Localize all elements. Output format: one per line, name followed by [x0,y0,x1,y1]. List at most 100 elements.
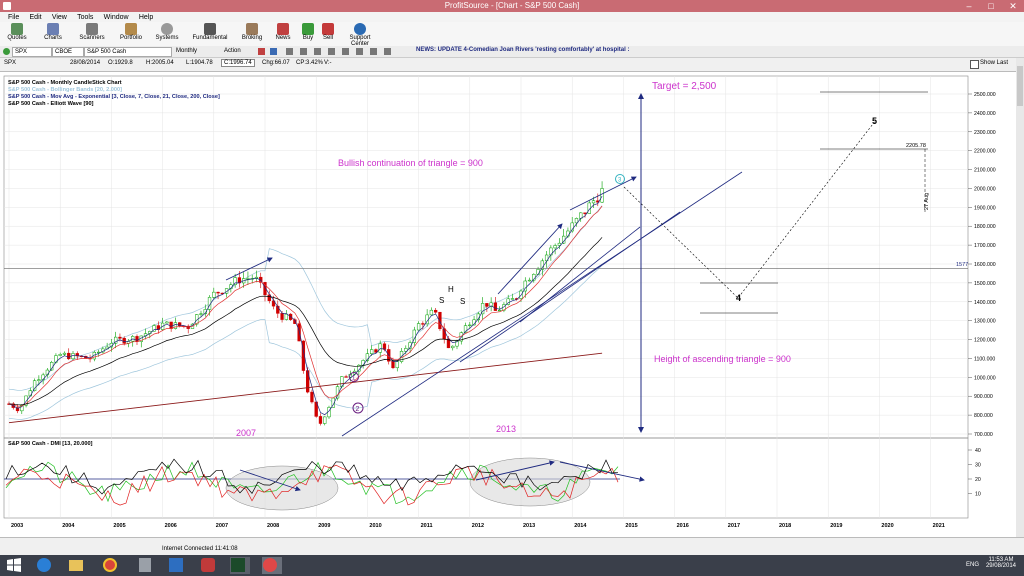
scanners-button[interactable]: Scanners [78,23,106,41]
quote-high: H:2005.04 [146,60,174,66]
price-chart[interactable]: 2500.000 2400.000 2300.000 2200.000 2100.000… [0,72,1016,536]
chrome-icon[interactable] [102,557,122,574]
scrollbar-thumb[interactable] [1017,66,1023,106]
settings-icon[interactable] [356,48,363,55]
file-explorer-icon[interactable] [68,557,88,574]
candle-body [455,340,459,347]
action-menu[interactable]: Action [224,48,241,54]
candle-body [135,336,139,342]
candle-body [199,313,203,315]
arrow-right-icon[interactable] [270,48,277,55]
menu-window[interactable]: Window [103,14,129,21]
price-axis-label: 1600.000 [974,262,996,268]
fundamental-button[interactable]: Fundamental [192,23,228,41]
wave-3-marker [615,174,625,184]
price-axis-label: 2400.000 [974,111,996,117]
menu-bar: File Edit View Tools Window Help [0,12,1024,22]
sell-button[interactable]: Sell [320,23,336,41]
price-axis-label: 2000.000 [974,186,996,192]
dmi-axis-label: 30 [975,463,981,469]
start-button[interactable] [6,557,26,574]
calculator-icon[interactable] [136,557,156,574]
menu-file[interactable]: File [8,14,20,21]
maximize-button[interactable]: □ [988,1,994,11]
arrow-left-icon[interactable] [258,48,265,55]
show-last-checkbox[interactable] [970,60,979,69]
candle-body [378,343,382,353]
menu-edit[interactable]: Edit [29,14,42,21]
quote-low: L:1904.78 [186,60,213,66]
menu-view[interactable]: View [51,14,67,21]
dmi-highlight-2007 [225,465,339,511]
candle-body [173,322,178,329]
app-icon-1[interactable] [168,557,188,574]
zoom-icon[interactable] [286,48,293,55]
year-axis-label: 2021 [933,523,945,529]
draw-icon[interactable] [300,48,307,55]
symbol-bar: SPX CBOE S&P 500 Cash Monthly Action NEW… [0,46,1024,58]
candle-body [421,323,425,325]
price-axis-label: 1300.000 [974,319,996,325]
year-2007-label: 2007 [236,428,256,438]
charts-icon [47,23,59,35]
year-axis-label: 2007 [216,523,228,529]
layout-icon[interactable] [384,48,391,55]
menu-help[interactable]: Help [138,14,154,21]
exchange-select[interactable]: CBOE [52,47,84,57]
head-label: H [448,285,454,294]
candle-body [583,212,587,214]
symbol-input[interactable]: SPX [12,47,52,57]
camera-icon[interactable] [370,48,377,55]
quote-close: C:1996.74 [221,59,255,67]
refresh-icon[interactable] [3,48,10,55]
language-indicator[interactable]: ENG [966,562,980,568]
quote-open: O:1929.8 [108,60,133,66]
portfolio-button[interactable]: Portfolio [118,23,144,41]
candle-body [510,298,515,300]
profitsource-taskbar-icon[interactable] [262,557,282,574]
window-title: ProfitSource - [Chart - S&P 500 Cash] [444,1,580,10]
buy-button[interactable]: Buy [300,23,316,41]
support-trendline-2 [459,211,681,363]
close-button[interactable]: ✕ [1009,1,1017,11]
candle-body [374,349,378,353]
wave-1-marker [349,372,359,382]
security-name-field[interactable]: S&P 500 Cash [84,47,172,57]
price-axis-label: 2500.000 [974,92,996,98]
year-axis-label: 2011 [421,523,433,529]
vertical-scrollbar[interactable] [1016,58,1024,538]
dmi-axis-label: 40 [975,448,981,454]
app-icon-2[interactable] [200,557,220,574]
candle-body [416,323,421,331]
candle-body [570,222,574,232]
candle-body [591,200,596,204]
fib-tool-icon[interactable] [328,48,335,55]
news-ticker[interactable]: NEWS: UPDATE 4-Comedian Joan Rivers 'res… [416,47,630,53]
support-center-button[interactable]: Support Center [340,23,380,47]
ie-icon[interactable] [36,557,56,574]
candle-body [391,360,395,369]
date-27-aug-label: 27 Aug [924,193,930,210]
news-button[interactable]: News [274,23,292,41]
charts-button[interactable]: Charts [42,23,64,41]
price-axis-label: 900.000 [974,394,993,400]
menu-tools[interactable]: Tools [77,14,94,21]
period-select[interactable]: Monthly [176,48,198,54]
chart-area[interactable]: 2500.000 2400.000 2300.000 2200.000 2100.000… [0,72,1016,536]
print-icon[interactable] [342,48,349,55]
minimize-button[interactable]: – [966,1,972,11]
dmi-arrow-2013 [475,460,555,481]
right-shoulder-label: S [460,297,465,306]
ema-200-line [8,352,603,424]
bollinger-upper [8,205,603,391]
app-icon-3[interactable] [230,557,250,574]
quotes-button[interactable]: Quotes [6,23,28,41]
systems-button[interactable]: Systems [154,23,180,41]
broking-button[interactable]: Broking [240,23,264,41]
system-clock[interactable]: 11:53 AM 29/08/2014 [986,557,1016,569]
year-axis-label: 2006 [165,523,177,529]
candle-body [20,404,24,412]
candle-body [203,309,207,315]
dmi-panel-frame [3,437,969,519]
text-tool-icon[interactable] [314,48,321,55]
